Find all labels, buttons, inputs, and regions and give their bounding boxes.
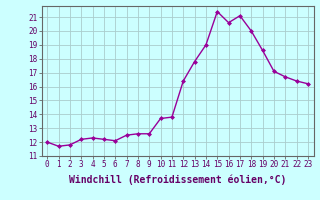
X-axis label: Windchill (Refroidissement éolien,°C): Windchill (Refroidissement éolien,°C) — [69, 175, 286, 185]
